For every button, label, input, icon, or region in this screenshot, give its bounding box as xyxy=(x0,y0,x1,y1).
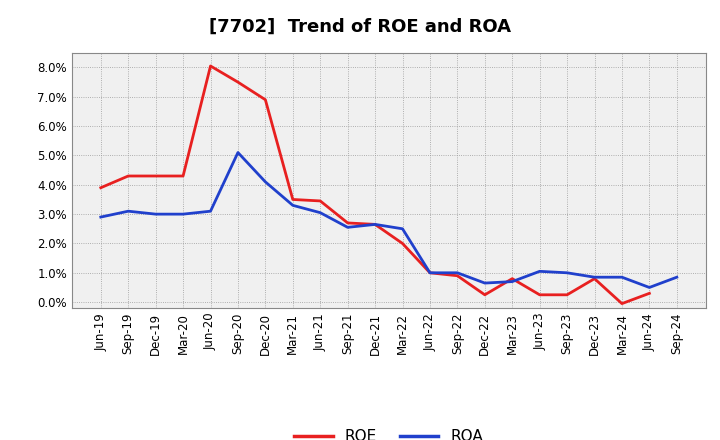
ROA xyxy=(453,270,462,275)
ROA xyxy=(316,210,325,215)
ROE xyxy=(563,292,572,297)
ROA xyxy=(261,179,270,184)
ROE xyxy=(590,276,599,281)
ROA xyxy=(343,225,352,230)
ROE xyxy=(371,222,379,227)
Legend: ROE, ROA: ROE, ROA xyxy=(288,423,490,440)
ROE xyxy=(233,80,242,85)
ROA xyxy=(563,270,572,275)
ROA xyxy=(124,209,132,214)
ROA xyxy=(480,280,489,286)
ROA xyxy=(590,275,599,280)
ROA xyxy=(233,150,242,155)
ROA xyxy=(206,209,215,214)
ROE xyxy=(536,292,544,297)
ROA xyxy=(371,222,379,227)
ROE xyxy=(398,241,407,246)
ROE xyxy=(618,301,626,306)
ROE xyxy=(508,276,516,281)
ROE xyxy=(96,185,105,191)
ROE xyxy=(179,173,187,179)
ROE xyxy=(645,291,654,296)
ROA xyxy=(96,214,105,220)
ROA xyxy=(151,212,160,217)
ROE xyxy=(453,273,462,279)
ROA xyxy=(289,203,297,208)
ROE xyxy=(151,173,160,179)
ROA xyxy=(508,279,516,284)
ROA xyxy=(536,269,544,274)
ROA xyxy=(426,270,434,275)
ROA xyxy=(672,275,681,280)
ROA xyxy=(179,212,187,217)
Text: [7702]  Trend of ROE and ROA: [7702] Trend of ROE and ROA xyxy=(209,18,511,36)
ROE xyxy=(289,197,297,202)
ROE xyxy=(206,63,215,69)
ROE xyxy=(261,97,270,103)
Line: ROA: ROA xyxy=(101,153,677,287)
Line: ROE: ROE xyxy=(101,66,649,304)
ROA xyxy=(645,285,654,290)
ROE xyxy=(426,270,434,275)
ROA xyxy=(398,226,407,231)
ROA xyxy=(618,275,626,280)
ROE xyxy=(343,220,352,226)
ROE xyxy=(480,292,489,297)
ROE xyxy=(316,198,325,204)
ROE xyxy=(124,173,132,179)
